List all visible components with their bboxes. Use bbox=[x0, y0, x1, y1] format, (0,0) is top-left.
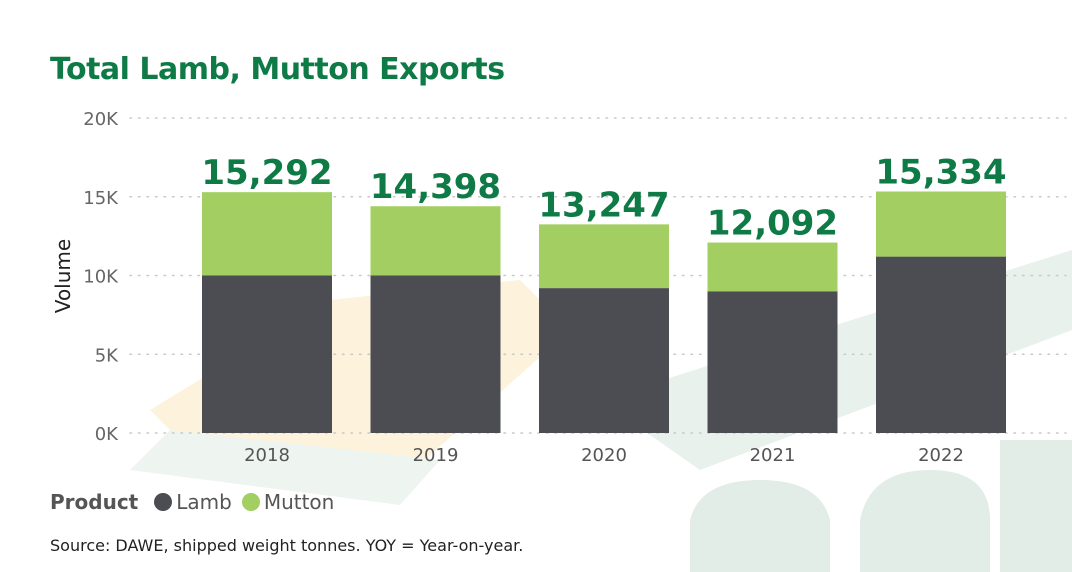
bar-mutton-2018[interactable] bbox=[202, 192, 332, 276]
stacked-bar-chart: 0K 5K 10K 15K 20K Volume 2018 2019 2020 2021 202… bbox=[51, 109, 1067, 466]
bar-lamb-2021[interactable] bbox=[707, 291, 838, 433]
total-label-2022: 15,334 bbox=[875, 152, 1006, 192]
total-label-2021: 12,092 bbox=[707, 204, 838, 244]
x-tick-label: 2019 bbox=[413, 445, 459, 466]
bar-mutton-2019[interactable] bbox=[370, 206, 501, 276]
source-note: Source: DAWE, shipped weight tonnes. YOY… bbox=[50, 536, 524, 555]
bar-lamb-2020[interactable] bbox=[539, 288, 669, 433]
x-tick-label: 2018 bbox=[244, 445, 290, 466]
bar-mutton-2021[interactable] bbox=[707, 242, 838, 292]
mutton-swatch-icon bbox=[241, 493, 260, 511]
bar-lamb-2019[interactable] bbox=[370, 275, 501, 434]
lamb-swatch-icon bbox=[154, 493, 173, 511]
y-tick-label: 15K bbox=[83, 188, 119, 209]
y-tick-label: 20K bbox=[83, 109, 119, 130]
bars bbox=[202, 191, 1006, 433]
total-labels: 15,292 14,398 13,247 12,092 15,334 bbox=[201, 152, 1006, 243]
total-label-2018: 15,292 bbox=[201, 153, 332, 193]
legend-title: Product bbox=[50, 490, 139, 514]
y-axis-title: Volume bbox=[51, 239, 75, 313]
x-tick-label: 2020 bbox=[581, 445, 627, 466]
total-label-2019: 14,398 bbox=[370, 167, 501, 207]
y-tick-label: 10K bbox=[83, 267, 119, 288]
bar-mutton-2022[interactable] bbox=[876, 191, 1006, 257]
x-tick-label: 2022 bbox=[918, 445, 964, 466]
chart-title: Total Lamb, Mutton Exports bbox=[50, 52, 505, 87]
x-tick-label: 2021 bbox=[750, 445, 796, 466]
y-tick-label: 5K bbox=[95, 345, 119, 366]
total-label-2020: 13,247 bbox=[538, 185, 669, 225]
legend-item-mutton[interactable]: Mutton bbox=[241, 490, 335, 514]
x-axis-ticks: 2018 2019 2020 2021 2022 bbox=[244, 445, 964, 466]
y-tick-label: 0K bbox=[95, 424, 119, 445]
legend-label-lamb: Lamb bbox=[176, 490, 232, 514]
y-axis-ticks: 0K 5K 10K 15K 20K bbox=[83, 109, 119, 445]
legend-label-mutton: Mutton bbox=[263, 490, 335, 514]
bar-lamb-2018[interactable] bbox=[202, 275, 332, 434]
bar-lamb-2022[interactable] bbox=[876, 256, 1006, 433]
bar-mutton-2020[interactable] bbox=[539, 224, 669, 289]
legend-item-lamb[interactable]: Lamb bbox=[154, 490, 232, 514]
legend: Product Lamb Mutton bbox=[50, 490, 344, 514]
